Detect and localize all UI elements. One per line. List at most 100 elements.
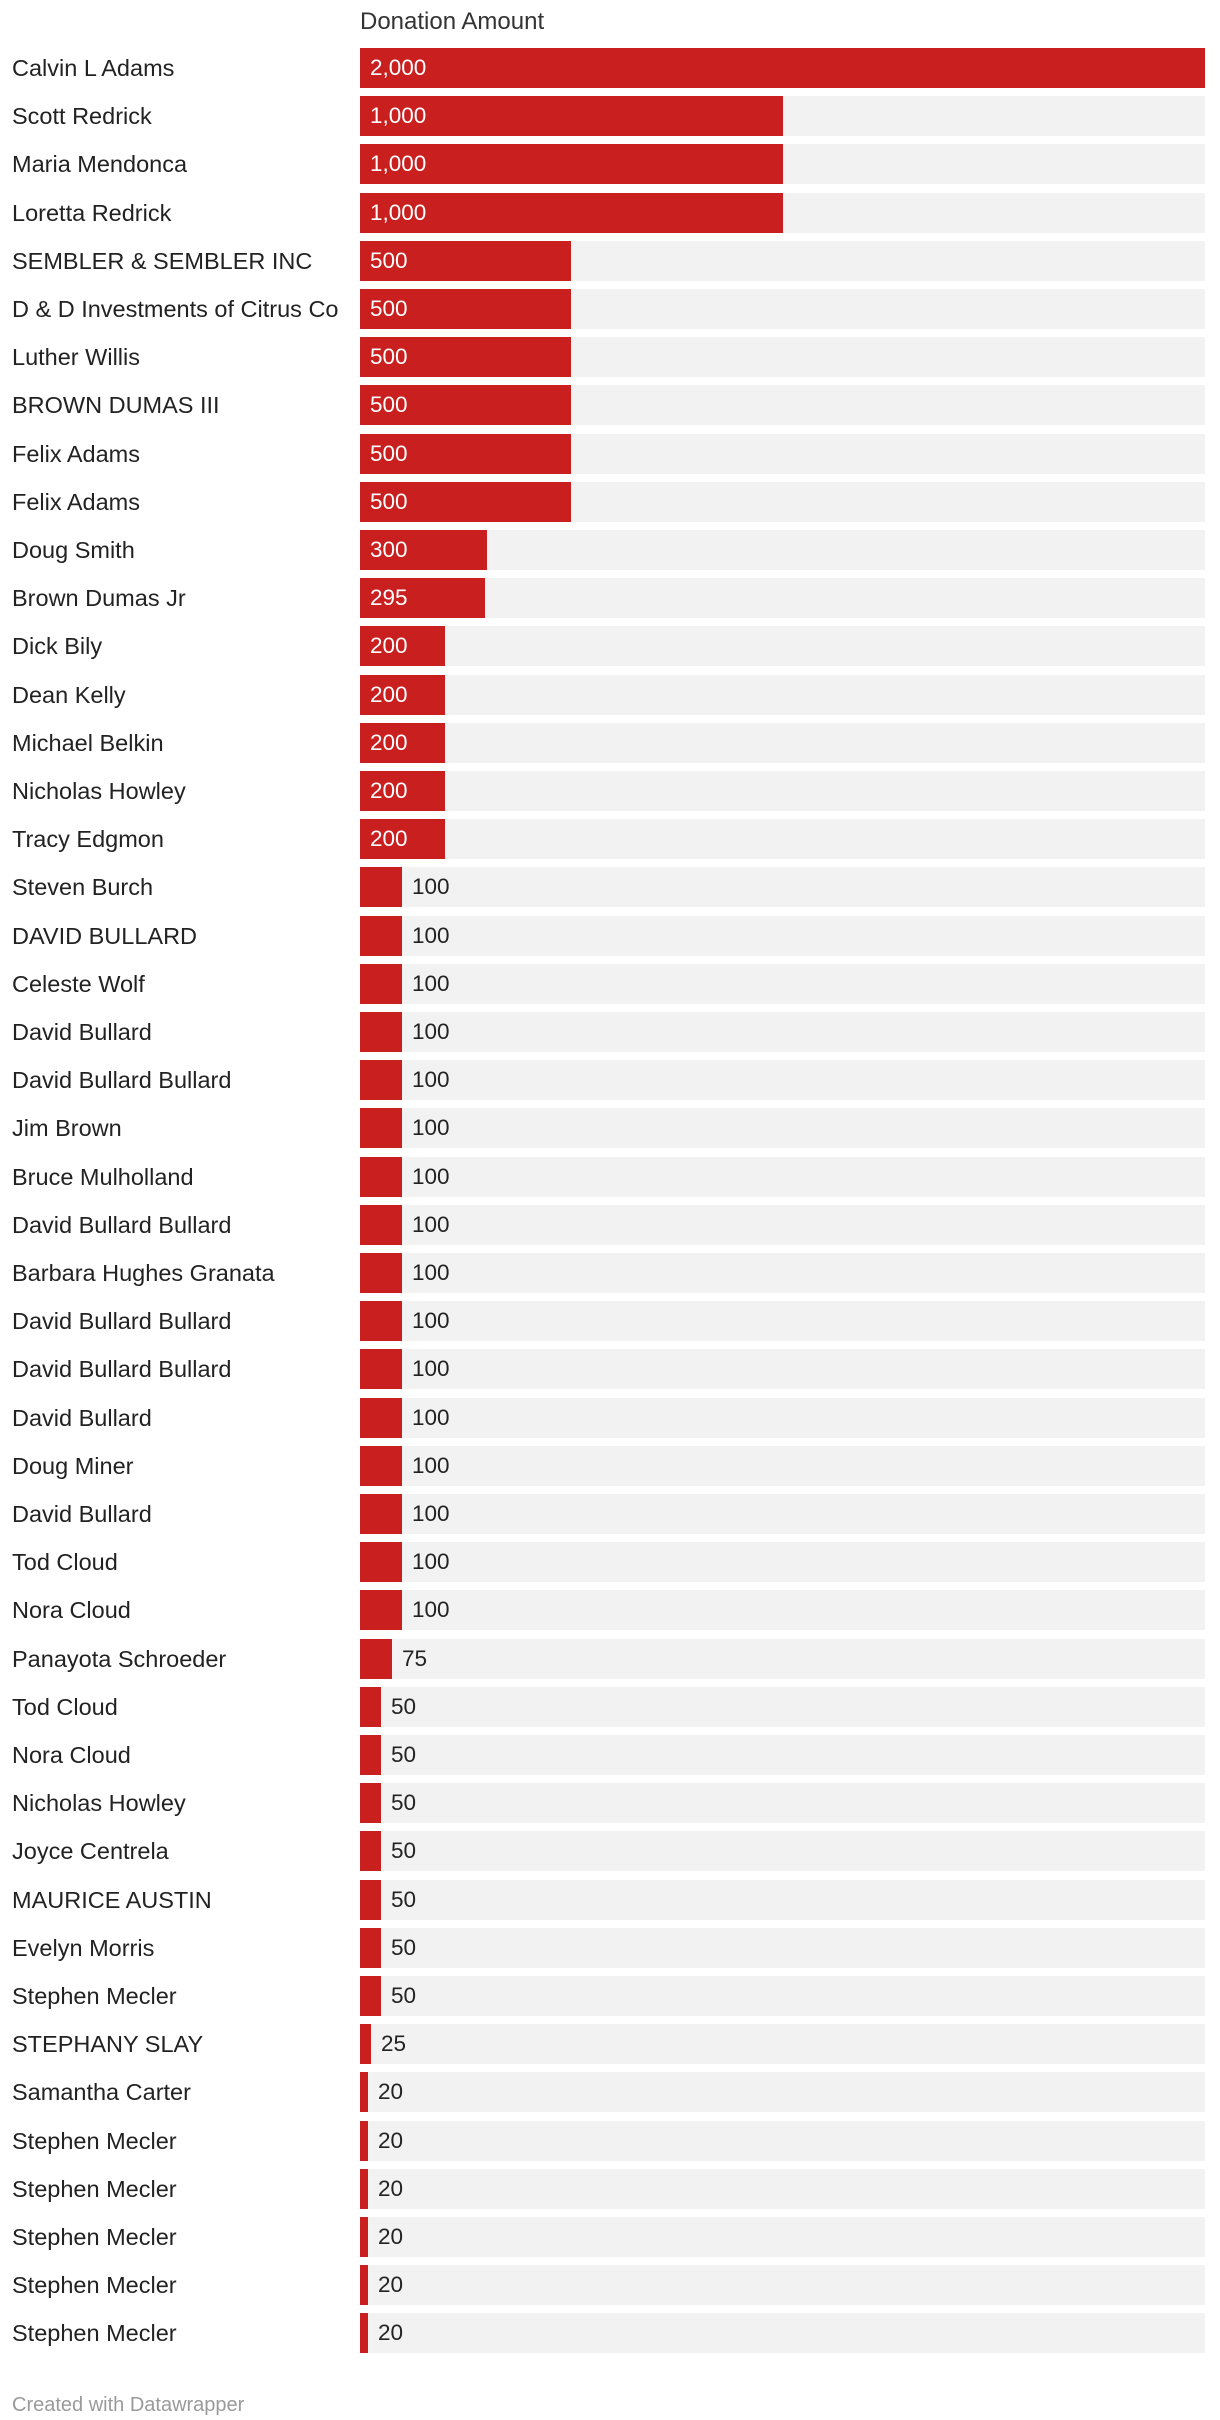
bar bbox=[360, 48, 1205, 88]
bar-track bbox=[360, 2024, 1205, 2065]
value-label: 25 bbox=[381, 2031, 407, 2057]
bar bbox=[360, 1060, 402, 1101]
category-label: David Bullard Bullard bbox=[12, 1356, 232, 1383]
bar-track bbox=[360, 578, 1205, 619]
category-label: Tod Cloud bbox=[12, 1693, 118, 1720]
value-label: 20 bbox=[378, 2127, 404, 2153]
bar bbox=[360, 1638, 392, 1679]
bar bbox=[360, 1590, 402, 1631]
bar-track bbox=[360, 771, 1205, 811]
bar bbox=[360, 1012, 402, 1052]
bar-track bbox=[360, 1879, 1205, 1920]
category-label: Jim Brown bbox=[12, 1115, 122, 1142]
bar-row: David Bullard Bullard 100 bbox=[0, 1060, 1220, 1101]
category-label: Michael Belkin bbox=[12, 729, 164, 756]
bar bbox=[360, 819, 445, 860]
bar bbox=[360, 2313, 368, 2354]
value-label: 1,000 bbox=[370, 199, 427, 225]
bar bbox=[360, 867, 402, 908]
value-label: 20 bbox=[378, 2079, 404, 2105]
bar-row: Steven Burch 100 bbox=[0, 867, 1220, 908]
bar-track bbox=[360, 2168, 1205, 2209]
category-label: Celeste Wolf bbox=[12, 970, 145, 997]
category-label: SEMBLER & SEMBLER INC bbox=[12, 247, 313, 274]
bar-track bbox=[360, 1060, 1205, 1101]
bar bbox=[360, 337, 571, 378]
value-label: 100 bbox=[412, 1597, 450, 1623]
bar-row: David Bullard Bullard 100 bbox=[0, 1301, 1220, 1342]
value-label: 500 bbox=[370, 392, 408, 418]
bar bbox=[360, 1445, 402, 1486]
bar-track bbox=[360, 626, 1205, 667]
value-label: 50 bbox=[391, 1983, 417, 2008]
category-label: Joyce Centrela bbox=[12, 1838, 169, 1865]
bar-row: Stephen Mecler 20 bbox=[0, 2120, 1220, 2161]
bar-row: Luther Willis 500 bbox=[0, 337, 1220, 378]
value-label: 100 bbox=[412, 1163, 450, 1189]
bar-track bbox=[360, 1108, 1205, 1149]
category-label: Nora Cloud bbox=[12, 1742, 131, 1768]
value-label: 100 bbox=[412, 1356, 450, 1382]
bar-track bbox=[360, 1976, 1205, 2016]
value-label: 75 bbox=[402, 1645, 428, 1671]
category-label: Evelyn Morris bbox=[12, 1934, 155, 1961]
bar-row: D & D Investments of Citrus Co 500 bbox=[0, 289, 1220, 329]
bar bbox=[360, 1542, 402, 1583]
category-label: Doug Miner bbox=[12, 1452, 134, 1479]
bar-row: MAURICE AUSTIN 50 bbox=[0, 1879, 1220, 1920]
value-label: 100 bbox=[412, 1549, 450, 1575]
bar bbox=[360, 1494, 402, 1534]
bar bbox=[360, 240, 571, 281]
value-label: 20 bbox=[378, 2272, 404, 2298]
value-label: 500 bbox=[370, 488, 408, 514]
value-label: 295 bbox=[370, 585, 408, 611]
bar-row: Bruce Mulholland 100 bbox=[0, 1156, 1220, 1197]
category-label: BROWN DUMAS III bbox=[12, 392, 220, 419]
category-label: Tod Cloud bbox=[12, 1549, 118, 1576]
bar-track bbox=[360, 867, 1205, 908]
category-label: Loretta Redrick bbox=[12, 199, 172, 226]
bar-row: STEPHANY SLAY 25 bbox=[0, 2024, 1220, 2065]
value-label: 200 bbox=[370, 681, 408, 707]
bar-row: DAVID BULLARD 100 bbox=[0, 915, 1220, 956]
bar bbox=[360, 626, 445, 667]
category-label: David Bullard Bullard bbox=[12, 1067, 232, 1094]
bar-track bbox=[360, 1301, 1205, 1342]
value-label: 100 bbox=[412, 874, 450, 900]
column-header: Donation Amount bbox=[360, 8, 545, 35]
category-label: Steven Burch bbox=[12, 874, 154, 901]
bar-row: Stephen Mecler 20 bbox=[0, 2168, 1220, 2209]
bar-track bbox=[360, 963, 1205, 1004]
bar-track bbox=[360, 1156, 1205, 1197]
bar bbox=[360, 385, 571, 426]
bar bbox=[360, 1976, 381, 2016]
bar bbox=[360, 1204, 402, 1245]
category-label: Brown Dumas Jr bbox=[12, 585, 186, 612]
value-label: 50 bbox=[391, 1934, 417, 1960]
bar-row: Stephen Mecler 20 bbox=[0, 2313, 1220, 2354]
category-label: Felix Adams bbox=[12, 440, 140, 467]
bar bbox=[360, 578, 485, 619]
bar-row: Dean Kelly 200 bbox=[0, 674, 1220, 715]
category-label: Bruce Mulholland bbox=[12, 1163, 194, 1190]
bar bbox=[360, 433, 571, 474]
bar-row: Panayota Schroeder 75 bbox=[0, 1638, 1220, 1679]
bar bbox=[360, 1879, 381, 1920]
bar-track bbox=[360, 1927, 1205, 1968]
bar bbox=[360, 1108, 402, 1149]
category-label: STEPHANY SLAY bbox=[12, 2031, 204, 2058]
bar-row: BROWN DUMAS III 500 bbox=[0, 385, 1220, 426]
category-label: Luther Willis bbox=[12, 344, 140, 371]
value-label: 100 bbox=[412, 970, 450, 996]
value-label: 200 bbox=[370, 729, 408, 755]
bar-row: David Bullard 100 bbox=[0, 1494, 1220, 1534]
value-label: 100 bbox=[412, 922, 450, 948]
value-label: 100 bbox=[412, 1260, 450, 1285]
bar bbox=[360, 915, 402, 956]
bar bbox=[360, 2120, 368, 2161]
value-label: 300 bbox=[370, 537, 408, 562]
value-label: 50 bbox=[391, 1742, 417, 1767]
category-label: David Bullard Bullard bbox=[12, 1211, 232, 1238]
bar-track bbox=[360, 2072, 1205, 2113]
bar bbox=[360, 2168, 368, 2209]
